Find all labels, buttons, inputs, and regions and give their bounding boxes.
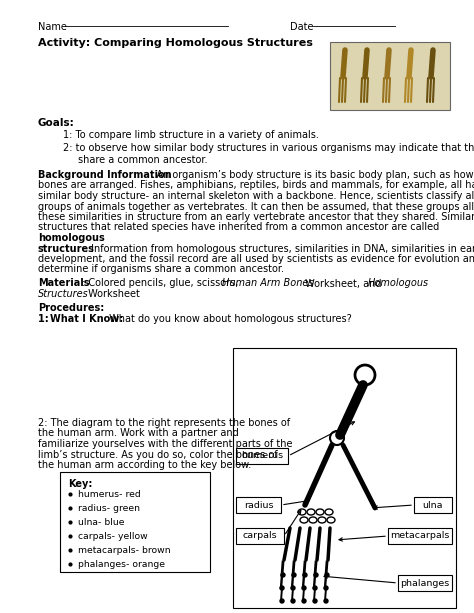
Text: ulna- blue: ulna- blue [78, 518, 125, 527]
Text: familiarize yourselves with the different parts of the: familiarize yourselves with the differen… [38, 439, 292, 449]
Text: Materials: Materials [38, 278, 90, 289]
FancyBboxPatch shape [398, 575, 452, 591]
Text: Human Arm Bones: Human Arm Bones [222, 278, 313, 289]
Text: Homologous: Homologous [368, 278, 429, 289]
Circle shape [325, 573, 329, 577]
Circle shape [302, 599, 306, 603]
Text: 2: to observe how similar body structures in various organisms may indicate that: 2: to observe how similar body structure… [63, 143, 474, 153]
Text: Name: Name [38, 22, 67, 32]
Text: : Colored pencils, glue, scissors,: : Colored pencils, glue, scissors, [82, 278, 241, 289]
Circle shape [291, 586, 295, 590]
Text: structures: structures [38, 243, 95, 254]
Text: ulna: ulna [423, 500, 443, 509]
Text: homologous: homologous [38, 233, 105, 243]
Circle shape [324, 599, 328, 603]
FancyBboxPatch shape [236, 528, 284, 544]
Text: metacarpals: metacarpals [390, 531, 450, 541]
Circle shape [280, 599, 284, 603]
Circle shape [280, 586, 284, 590]
Bar [233, 348, 456, 608]
Text: metacarpals- brown: metacarpals- brown [78, 546, 171, 555]
Circle shape [281, 573, 285, 577]
Text: 2: The diagram to the right represents the bones of: 2: The diagram to the right represents t… [38, 418, 290, 428]
Text: humerus: humerus [241, 452, 283, 460]
Circle shape [314, 573, 318, 577]
Text: these similarities in structure from an early vertebrate ancestor that they shar: these similarities in structure from an … [38, 212, 474, 222]
Circle shape [292, 573, 296, 577]
Text: humerus- red: humerus- red [78, 490, 141, 499]
Text: radius: radius [244, 500, 273, 509]
Text: Key:: Key: [68, 479, 92, 489]
Text: Structures: Structures [38, 289, 89, 299]
Text: Background Information: Background Information [38, 170, 172, 180]
Text: . Information from homologous structures, similarities in DNA, similarities in e: . Information from homologous structures… [85, 243, 474, 254]
Circle shape [324, 586, 328, 590]
Circle shape [303, 573, 307, 577]
Text: the human arm according to the key below.: the human arm according to the key below… [38, 460, 251, 470]
Text: 1: To compare limb structure in a variety of animals.: 1: To compare limb structure in a variet… [63, 130, 319, 140]
Text: carpals: carpals [243, 531, 277, 541]
FancyBboxPatch shape [388, 528, 452, 544]
Text: determine if organisms share a common ancestor.: determine if organisms share a common an… [38, 264, 284, 275]
Text: : An organism’s body structure is its basic body plan, such as how its: : An organism’s body structure is its ba… [150, 170, 474, 180]
FancyBboxPatch shape [236, 497, 281, 513]
Text: Goals:: Goals: [38, 118, 75, 128]
Text: phalanges- orange: phalanges- orange [78, 560, 165, 569]
FancyBboxPatch shape [414, 497, 452, 513]
Text: Activity: Comparing Homologous Structures: Activity: Comparing Homologous Structure… [38, 38, 313, 48]
Text: development, and the fossil record are all used by scientists as evidence for ev: development, and the fossil record are a… [38, 254, 474, 264]
Text: share a common ancestor.: share a common ancestor. [78, 155, 208, 165]
Text: phalanges: phalanges [401, 579, 450, 587]
FancyBboxPatch shape [236, 448, 288, 464]
Text: radius- green: radius- green [78, 504, 140, 513]
Text: 1:: 1: [38, 313, 52, 324]
Text: Worksheet: Worksheet [85, 289, 140, 299]
Circle shape [313, 586, 317, 590]
Text: Worksheet, and: Worksheet, and [302, 278, 384, 289]
Text: Date: Date [290, 22, 313, 32]
Text: Procedures:: Procedures: [38, 303, 104, 313]
Text: limb’s structure. As you do so, color the bones of: limb’s structure. As you do so, color th… [38, 449, 278, 460]
Circle shape [313, 599, 317, 603]
Text: groups of animals together as vertebrates. It can then be assumed, that these gr: groups of animals together as vertebrate… [38, 202, 474, 211]
Bar [60, 472, 210, 572]
Text: bones are arranged. Fishes, amphibians, reptiles, birds and mammals, for example: bones are arranged. Fishes, amphibians, … [38, 180, 474, 191]
Text: similar body structure- an internal skeleton with a backbone. Hence, scientists : similar body structure- an internal skel… [38, 191, 474, 201]
Text: structures that related species have inherited from a common ancestor are called: structures that related species have inh… [38, 223, 439, 232]
Text: the human arm. Work with a partner and: the human arm. Work with a partner and [38, 428, 239, 438]
Circle shape [302, 586, 306, 590]
Text: carpals- yellow: carpals- yellow [78, 532, 148, 541]
Text: What do you know about homologous structures?: What do you know about homologous struct… [106, 313, 352, 324]
Circle shape [291, 599, 295, 603]
Bar [330, 42, 450, 110]
Text: What I Know:: What I Know: [50, 313, 123, 324]
